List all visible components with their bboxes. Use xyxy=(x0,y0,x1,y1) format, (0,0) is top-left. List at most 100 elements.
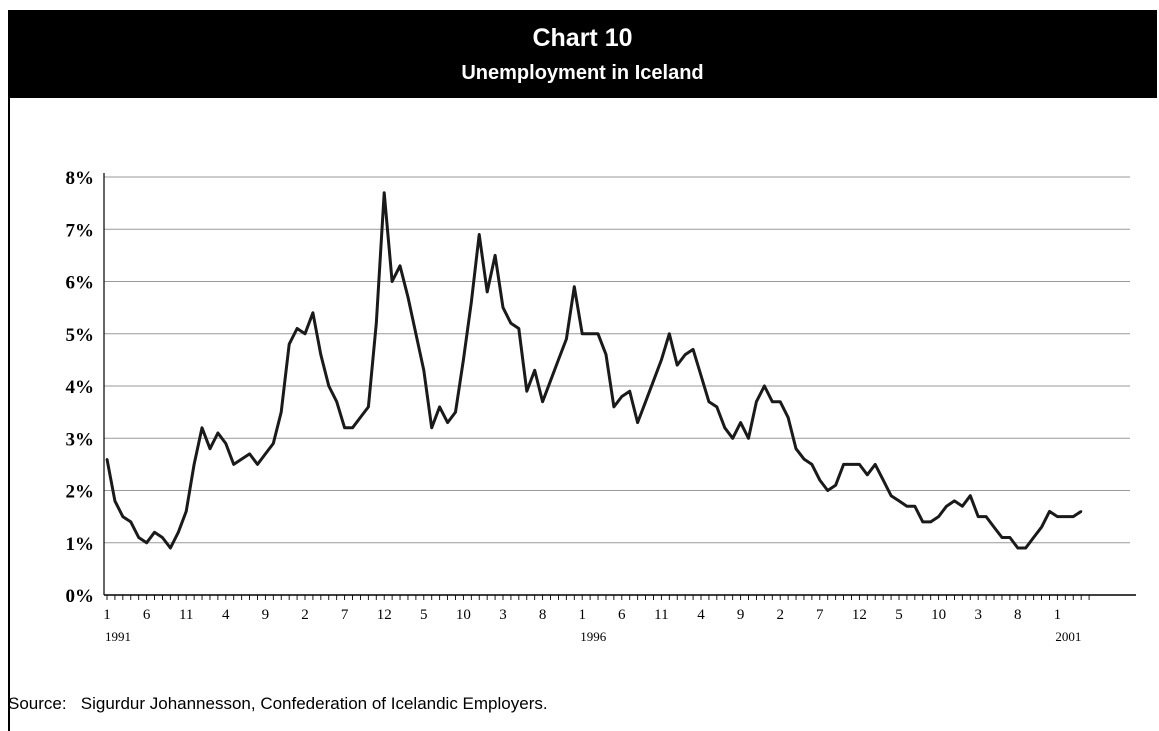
data-point xyxy=(676,363,679,367)
data-point xyxy=(169,546,172,550)
data-point xyxy=(810,463,814,466)
data-point xyxy=(628,390,631,393)
data-point xyxy=(984,515,988,518)
data-point xyxy=(889,494,893,497)
data-point xyxy=(192,463,196,466)
chart-number-title: Chart 10 xyxy=(532,24,633,52)
x-tick-label: 1 xyxy=(103,607,111,623)
data-point xyxy=(992,525,996,529)
x-tick-label: 4 xyxy=(697,607,705,623)
data-point xyxy=(929,520,932,524)
data-point xyxy=(541,400,544,403)
data-point xyxy=(422,369,425,372)
data-point xyxy=(636,421,639,424)
data-point xyxy=(224,442,227,445)
data-point xyxy=(644,400,647,403)
data-point xyxy=(549,379,552,382)
x-tick-label: 11 xyxy=(654,607,668,623)
data-point xyxy=(248,452,251,456)
data-point xyxy=(501,306,505,309)
x-tick-label: 10 xyxy=(931,607,946,623)
data-point xyxy=(977,515,980,518)
chart-subtitle: Unemployment in Iceland xyxy=(461,62,704,84)
data-point xyxy=(826,489,829,492)
data-point xyxy=(1032,536,1035,539)
data-point xyxy=(200,426,204,429)
data-point xyxy=(319,353,323,356)
y-tick-label: 1% xyxy=(66,534,95,555)
data-point xyxy=(137,536,140,539)
line-chart: 0%1%2%3%4%5%6%7%8%1 6 11 4 9 2 7 12 5 10 3 8 1 6 11 4 9 2… xyxy=(66,168,1136,644)
x-tick-label: 12 xyxy=(377,607,392,623)
data-point xyxy=(699,374,703,377)
y-tick-label: 6% xyxy=(66,273,95,294)
x-tick-label: 2 xyxy=(776,607,784,623)
data-point xyxy=(834,484,837,487)
data-point xyxy=(430,426,433,429)
data-point xyxy=(969,494,972,497)
year-label: 1991 xyxy=(105,629,131,644)
data-point xyxy=(517,327,521,330)
data-point xyxy=(414,332,418,335)
data-point xyxy=(1000,536,1004,539)
data-point xyxy=(747,437,750,440)
data-point xyxy=(1040,525,1043,529)
data-point xyxy=(779,400,782,403)
data-point xyxy=(161,536,164,539)
data-point xyxy=(881,478,885,482)
frame-left-rule xyxy=(8,98,10,731)
data-point xyxy=(723,426,726,429)
y-tick-label: 0% xyxy=(66,586,95,607)
data-point xyxy=(145,541,148,544)
data-point xyxy=(129,520,132,524)
data-point xyxy=(660,358,663,362)
data-point xyxy=(256,463,259,466)
data-point xyxy=(1064,515,1067,518)
x-tick-label: 5 xyxy=(895,607,903,623)
data-point xyxy=(652,379,655,382)
data-point xyxy=(1072,515,1075,518)
x-tick-label: 1 xyxy=(1054,607,1062,623)
data-point xyxy=(1024,546,1027,550)
data-point xyxy=(755,400,758,403)
data-point xyxy=(850,463,853,466)
data-point xyxy=(454,410,457,414)
data-point xyxy=(818,478,821,482)
data-point xyxy=(1008,536,1012,539)
x-tick-label: 5 xyxy=(420,607,428,623)
data-point xyxy=(945,504,948,508)
data-point xyxy=(763,384,766,388)
data-point xyxy=(105,457,109,461)
data-point xyxy=(390,280,394,283)
y-tick-label: 2% xyxy=(66,482,95,503)
data-point xyxy=(438,405,441,409)
data-point xyxy=(216,431,220,435)
x-tick-label: 2 xyxy=(301,607,309,623)
data-point xyxy=(446,421,449,424)
data-point xyxy=(897,499,901,503)
data-point xyxy=(731,437,734,440)
data-point xyxy=(581,332,584,335)
data-point xyxy=(668,332,671,335)
data-point xyxy=(185,510,188,513)
data-point xyxy=(683,353,687,356)
data-point xyxy=(913,504,917,508)
x-tick-label: 6 xyxy=(618,607,626,623)
data-point xyxy=(311,311,315,315)
x-tick-label: 7 xyxy=(816,607,824,623)
data-point xyxy=(842,463,845,466)
data-point xyxy=(858,463,861,466)
data-point xyxy=(715,405,719,409)
data-point xyxy=(604,353,608,356)
data-point xyxy=(177,531,180,534)
data-point xyxy=(1048,510,1051,513)
data-point xyxy=(367,405,370,409)
x-tick-label: 8 xyxy=(539,607,547,623)
data-point xyxy=(786,416,790,419)
x-tick-label: 11 xyxy=(179,607,193,623)
data-point xyxy=(573,285,576,288)
y-tick-label: 3% xyxy=(66,429,95,450)
data-point xyxy=(874,463,877,466)
data-point xyxy=(335,400,338,403)
data-point xyxy=(113,499,117,503)
